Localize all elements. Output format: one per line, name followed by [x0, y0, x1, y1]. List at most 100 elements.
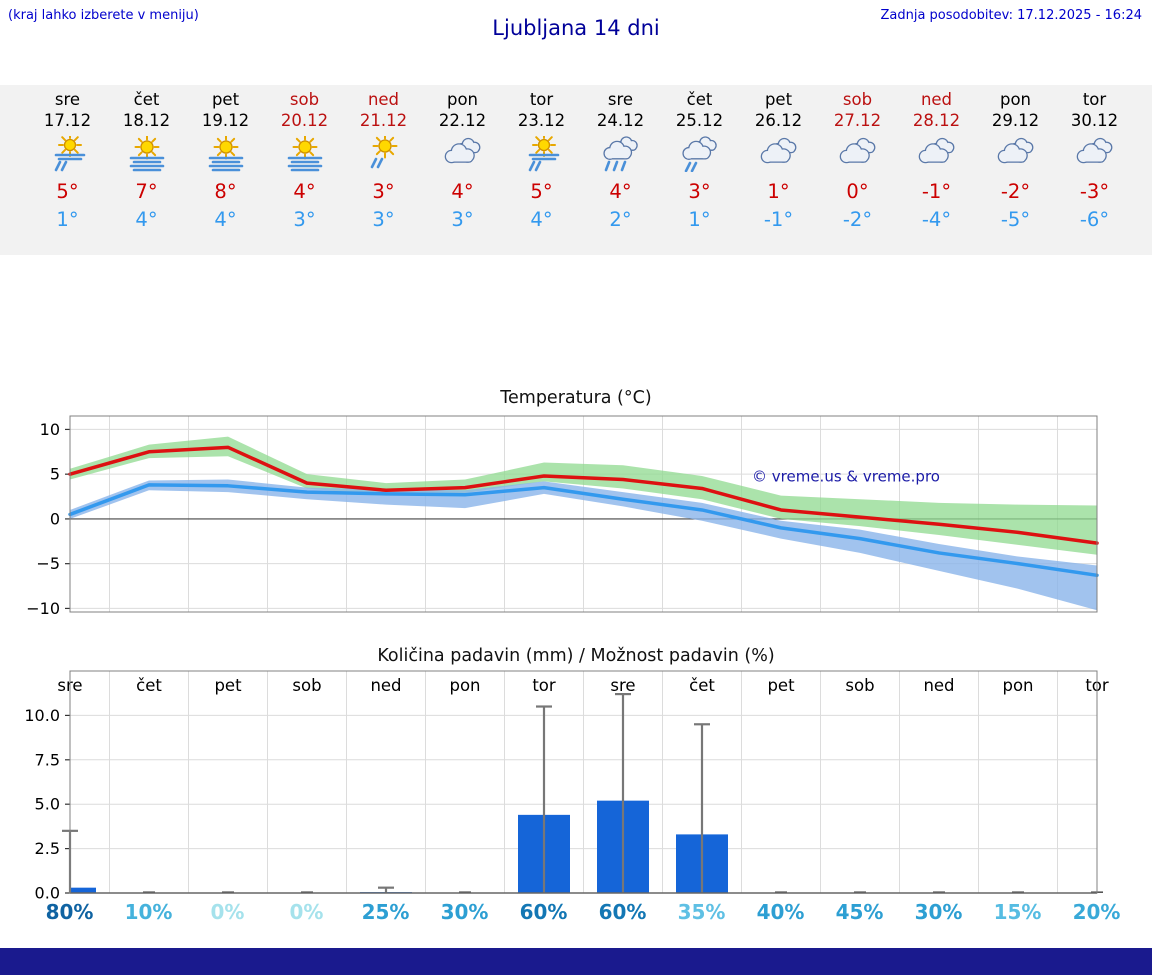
y-tick-label: 10	[40, 420, 60, 439]
high-temp-label: 3°	[688, 180, 711, 204]
cloud-rain-icon	[602, 136, 638, 172]
sun-fog-icon	[129, 136, 164, 172]
min-temperatura-line	[68, 483, 1099, 578]
precip-probability-label: 25%	[361, 900, 410, 924]
day-name-label: tor	[529, 90, 554, 109]
day-column: ned 28.12 -1° -4°	[897, 85, 976, 255]
precip-probability-label: 0%	[210, 900, 245, 924]
precip-probability-label: 10%	[124, 900, 173, 924]
cloud-icon	[918, 138, 954, 164]
day-name-label: ned	[367, 90, 400, 109]
sun-fog-rain-icon	[54, 136, 85, 172]
y-tick-label: −5	[36, 554, 60, 573]
precip-probability-label: 40%	[756, 900, 805, 924]
day-strip-inner: sre 17.12 5° 1° čet 18.12 7° 4° pet 19.12 8° 4° sob 2…	[28, 85, 1134, 255]
day-column: čet 25.12 3° 1°	[660, 85, 739, 255]
precip-probability-row: 80% 10% 0% 0% 25% 30% 60% 60% 35% 40% 45% 30% 15% 20%	[30, 900, 1136, 924]
day-axis-label: pon	[449, 676, 480, 695]
day-axis-label: sob	[292, 676, 321, 695]
day-axis-label: čet	[136, 676, 162, 695]
day-name-label: pet	[211, 90, 240, 109]
sun-rain-icon	[370, 136, 397, 169]
y-tick-label: 0	[50, 509, 60, 528]
day-date-label: 29.12	[991, 110, 1040, 130]
precip-probability-label: 45%	[835, 900, 884, 924]
high-temp-label: -1°	[921, 180, 952, 204]
y-tick-label: 5	[50, 465, 60, 484]
day-axis-label: pet	[767, 676, 795, 695]
precipitation-chart-title: Količina padavin (mm) / Možnost padavin …	[377, 646, 775, 666]
watermark-label: © vreme.us & vreme.pro	[752, 467, 940, 485]
day-column: sob 27.12 0° -2°	[818, 85, 897, 255]
day-name-label: tor	[1082, 90, 1107, 109]
high-temp-label: 4°	[609, 180, 632, 204]
day-column: sre 24.12 4° 2°	[581, 85, 660, 255]
day-name-label: čet	[133, 90, 160, 109]
day-name-label: sre	[54, 90, 81, 109]
day-axis-label: sob	[845, 676, 874, 695]
max-temperatura-line	[68, 445, 1099, 545]
day-column: sre 17.12 5° 1°	[28, 85, 107, 255]
high-temp-label: 3°	[372, 180, 395, 204]
day-name-label: pon	[446, 90, 479, 109]
temperature-chart-title: Temperatura (°C)	[500, 388, 652, 408]
day-date-label: 28.12	[912, 110, 961, 130]
cloud-icon	[1076, 138, 1112, 164]
day-name-label: ned	[920, 90, 953, 109]
day-name-label: pon	[999, 90, 1032, 109]
precip-probability-label: 15%	[993, 900, 1042, 924]
day-axis-label: tor	[532, 676, 556, 695]
cloud-icon	[839, 138, 875, 164]
day-name-label: sob	[842, 90, 873, 109]
sun-fog-icon	[208, 136, 243, 172]
low-temp-label: -2°	[842, 207, 873, 231]
day-name-label: sob	[289, 90, 320, 109]
precip-bar	[70, 887, 96, 893]
footer-bar	[0, 948, 1152, 975]
precip-probability-label: 30%	[914, 900, 963, 924]
day-axis-label: ned	[370, 676, 401, 695]
menu-hint-label: (kraj lahko izberete v meniju)	[8, 8, 199, 23]
low-temp-label: 1°	[56, 207, 79, 231]
high-temp-label: 5°	[530, 180, 553, 204]
day-column: pet 19.12 8° 4°	[186, 85, 265, 255]
high-temp-label: 7°	[135, 180, 158, 204]
low-temp-label: 4°	[214, 207, 237, 231]
cloud-showers-icon	[681, 136, 717, 173]
high-temp-label: 8°	[214, 180, 237, 204]
precip-probability-label: 80%	[45, 900, 94, 924]
day-column: ned 21.12 3° 3°	[344, 85, 423, 255]
day-date-label: 19.12	[201, 110, 250, 130]
precip-probability-label: 35%	[677, 900, 726, 924]
day-axis-label: ned	[923, 676, 954, 695]
sun-fog-icon	[287, 136, 322, 172]
low-temp-label: 1°	[688, 207, 711, 231]
low-temp-label: -1°	[763, 207, 794, 231]
day-date-label: 24.12	[596, 110, 645, 130]
day-column: pon 29.12 -2° -5°	[976, 85, 1055, 255]
temperature-chart: −10 −5 0 5 10 © vreme.us & vreme.pro	[26, 415, 1099, 618]
day-date-label: 22.12	[438, 110, 487, 130]
max-range-band	[70, 436, 1097, 555]
high-temp-label: 4°	[451, 180, 474, 204]
day-column: sob 20.12 4° 3°	[265, 85, 344, 255]
cloud-icon	[760, 138, 796, 164]
high-temp-label: -3°	[1079, 180, 1110, 204]
day-date-label: 18.12	[122, 110, 171, 130]
day-date-label: 20.12	[280, 110, 329, 130]
day-date-label: 27.12	[833, 110, 882, 130]
day-date-label: 17.12	[43, 110, 92, 130]
high-temp-label: -2°	[1000, 180, 1031, 204]
low-temp-label: 3°	[451, 207, 474, 231]
last-updated-label: Zadnja posodobitev: 17.12.2025 - 16:24	[880, 8, 1142, 23]
day-name-label: pet	[764, 90, 793, 109]
low-temp-label: -4°	[921, 207, 952, 231]
day-strip: sre 17.12 5° 1° čet 18.12 7° 4° pet 19.12 8° 4° sob 2…	[0, 85, 1152, 255]
y-tick-label: 7.5	[35, 750, 60, 769]
low-temp-label: 3°	[372, 207, 395, 231]
day-axis-label: pon	[1002, 676, 1033, 695]
day-date-label: 23.12	[517, 110, 566, 130]
high-temp-label: 4°	[293, 180, 316, 204]
low-temp-label: 2°	[609, 207, 632, 231]
